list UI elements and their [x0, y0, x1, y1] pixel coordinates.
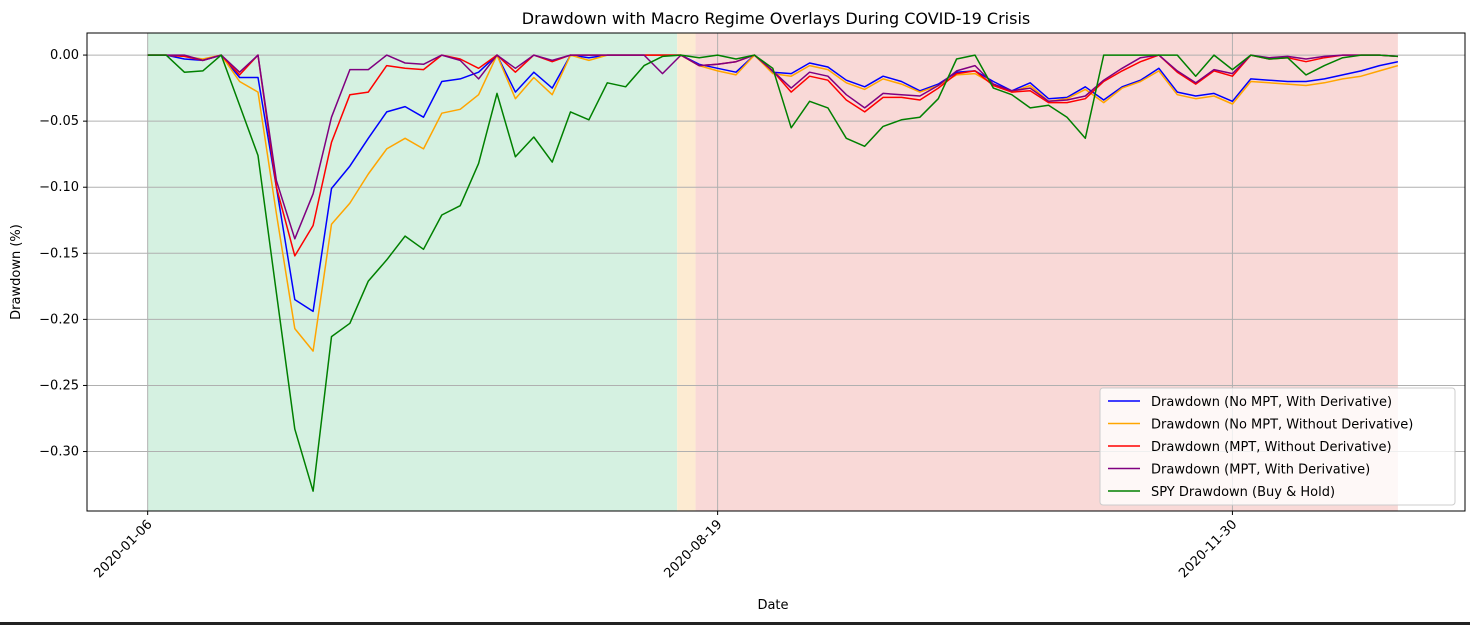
- legend-box: [1099, 387, 1456, 506]
- x-axis-label: Date: [757, 598, 788, 613]
- y-tick-label: −0.20: [39, 312, 79, 327]
- series-line-3: [147, 54, 1398, 240]
- y-tick-label: −0.30: [39, 445, 79, 460]
- x-tick-label: 2020-01-06: [91, 517, 155, 581]
- regime-band-1: [677, 33, 696, 511]
- series-line-4: [147, 54, 1398, 492]
- legend-label-1: Drawdown (No MPT, Without Derivative): [1151, 418, 1413, 433]
- regime-overlays: [147, 33, 1398, 511]
- y-tick-label: 0.00: [50, 48, 79, 63]
- legend-label-0: Drawdown (No MPT, With Derivative): [1151, 395, 1392, 410]
- plot-frame: [86, 32, 1466, 512]
- legend-label-3: Drawdown (MPT, With Derivative): [1151, 463, 1370, 478]
- y-axis-label: Drawdown (%): [9, 224, 24, 320]
- x-axis-ticks: 2020-01-06 2020-08-19 2020-11-30: [91, 511, 1240, 581]
- y-tick-label: −0.25: [39, 378, 79, 393]
- legend-label-4: SPY Drawdown (Buy & Hold): [1151, 485, 1335, 500]
- legend-label-2: Drawdown (MPT, Without Derivative): [1151, 440, 1392, 455]
- bottom-border: [0, 622, 1470, 625]
- chart-title: Drawdown with Macro Regime Overlays Duri…: [522, 9, 1030, 28]
- series-line-1: [147, 54, 1399, 352]
- x-tick-label: 2020-08-19: [661, 517, 725, 581]
- y-tick-label: −0.15: [39, 246, 79, 261]
- x-tick-label: 2020-11-30: [1176, 517, 1240, 581]
- legend: Drawdown (No MPT, With Derivative) Drawdo…: [1099, 387, 1456, 506]
- regime-band-0: [147, 33, 678, 511]
- y-tick-label: −0.10: [39, 180, 79, 195]
- series-lines: [147, 54, 1399, 492]
- series-line-0: [147, 54, 1399, 313]
- y-tick-label: −0.05: [39, 114, 79, 129]
- y-axis-ticks: 0.00 −0.05 −0.10 −0.15 −0.20 −0.25 −0.30: [39, 48, 87, 460]
